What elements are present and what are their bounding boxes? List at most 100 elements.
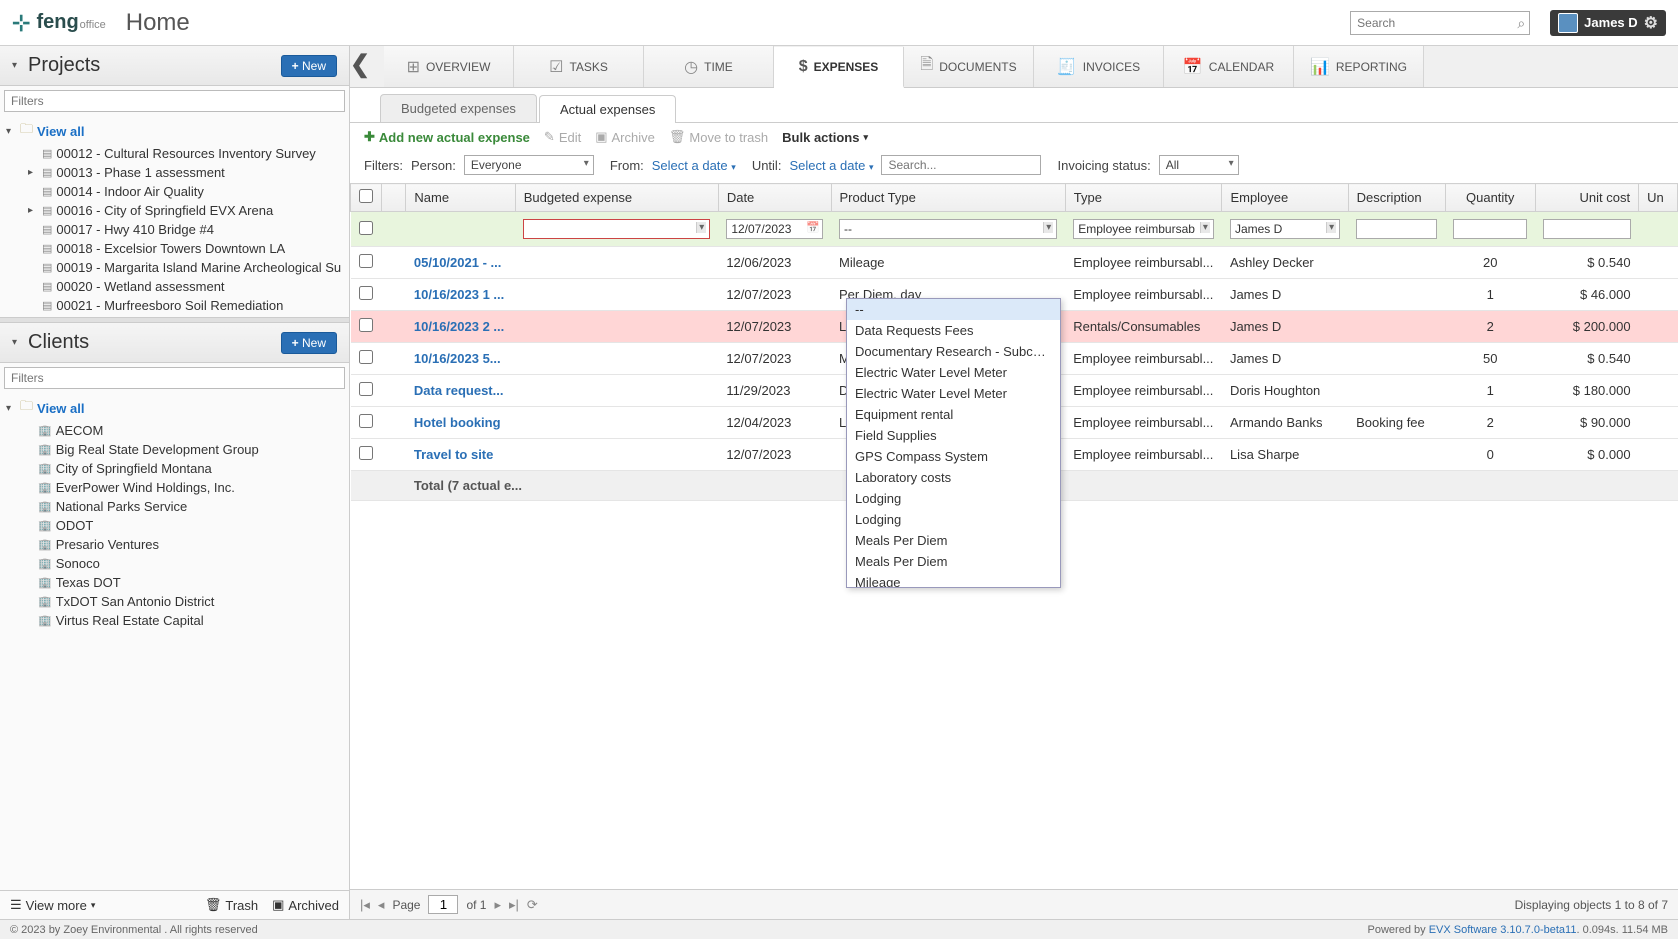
nav-tab-tasks[interactable]: ☑TASKS: [514, 46, 644, 87]
dropdown-option[interactable]: Field Supplies: [847, 425, 1060, 446]
person-combo[interactable]: Everyone: [464, 155, 594, 175]
dropdown-option[interactable]: Lodging: [847, 509, 1060, 530]
trash-button[interactable]: 🗑Trash: [205, 897, 258, 913]
column-header[interactable]: Name: [406, 184, 515, 212]
caret-icon[interactable]: ▾: [12, 60, 22, 71]
new-project-button[interactable]: New: [281, 55, 337, 77]
nav-tab-overview[interactable]: ⊞OVERVIEW: [384, 46, 514, 87]
dropdown-option[interactable]: Electric Water Level Meter: [847, 383, 1060, 404]
dropdown-option[interactable]: Documentary Research - Subcontract...: [847, 341, 1060, 362]
project-item[interactable]: ▤00014 - Indoor Air Quality: [0, 182, 349, 201]
project-item[interactable]: ▤00018 - Excelsior Towers Downtown LA: [0, 239, 349, 258]
prev-page-button[interactable]: ◂: [378, 897, 385, 913]
column-header[interactable]: [351, 184, 382, 212]
nav-tab-expenses[interactable]: $EXPENSES: [774, 47, 904, 88]
column-header[interactable]: [382, 184, 406, 212]
row-checkbox[interactable]: [359, 446, 373, 460]
add-expense-button[interactable]: ✚Add new actual expense: [364, 129, 530, 145]
logo[interactable]: ⊹ fengoffice: [12, 10, 106, 36]
product-type-combo[interactable]: --: [839, 219, 1057, 239]
project-item[interactable]: ▤00012 - Cultural Resources Inventory Su…: [0, 144, 349, 163]
archive-button[interactable]: ▣Archive: [595, 129, 655, 145]
employee-combo[interactable]: James D: [1230, 219, 1340, 239]
nav-tab-documents[interactable]: 🗎DOCUMENTS: [904, 46, 1034, 87]
next-page-button[interactable]: ▸: [494, 897, 501, 913]
collapse-sidebar-icon[interactable]: ❮: [350, 50, 370, 79]
row-checkbox[interactable]: [359, 254, 373, 268]
project-item[interactable]: ▤00017 - Hwy 410 Bridge #4: [0, 220, 349, 239]
client-item[interactable]: 🏢National Parks Service: [0, 497, 349, 516]
project-item[interactable]: ▸▤00013 - Phase 1 assessment: [0, 163, 349, 182]
type-combo[interactable]: Employee reimbursab: [1073, 219, 1214, 239]
archived-button[interactable]: ▣Archived: [272, 897, 339, 913]
client-item[interactable]: 🏢AECOM: [0, 421, 349, 440]
until-date-picker[interactable]: Select a date ▾: [789, 158, 873, 173]
dropdown-option[interactable]: Lodging: [847, 488, 1060, 509]
description-input[interactable]: [1356, 219, 1437, 239]
view-more-button[interactable]: ☰View more▾: [10, 897, 95, 913]
project-item[interactable]: ▤00020 - Wetland assessment: [0, 277, 349, 296]
page-input[interactable]: [428, 895, 458, 914]
dropdown-option[interactable]: Equipment rental: [847, 404, 1060, 425]
sub-tab[interactable]: Actual expenses: [539, 95, 676, 123]
row-checkbox[interactable]: [359, 414, 373, 428]
gear-icon[interactable]: ⚙: [1644, 13, 1658, 33]
nav-tab-time[interactable]: ◷TIME: [644, 46, 774, 87]
search-input[interactable]: [1350, 11, 1530, 35]
view-all-projects[interactable]: ▾🗀View all: [0, 118, 349, 144]
dropdown-option[interactable]: --: [847, 299, 1060, 320]
first-page-button[interactable]: |◂: [360, 897, 370, 913]
dropdown-option[interactable]: GPS Compass System: [847, 446, 1060, 467]
grid-search-input[interactable]: [881, 155, 1041, 175]
column-header[interactable]: Budgeted expense: [515, 184, 718, 212]
from-date-picker[interactable]: Select a date ▾: [652, 158, 736, 173]
budgeted-expense-dropdown[interactable]: --Data Requests FeesDocumentary Research…: [846, 298, 1061, 588]
last-page-button[interactable]: ▸|: [509, 897, 519, 913]
row-checkbox[interactable]: [359, 350, 373, 364]
refresh-button[interactable]: ⟳: [527, 897, 538, 913]
dropdown-option[interactable]: Mileage: [847, 572, 1060, 588]
nav-tab-calendar[interactable]: 📅CALENDAR: [1164, 46, 1294, 87]
client-item[interactable]: 🏢City of Springfield Montana: [0, 459, 349, 478]
client-item[interactable]: 🏢EverPower Wind Holdings, Inc.: [0, 478, 349, 497]
view-all-clients[interactable]: ▾🗀View all: [0, 395, 349, 421]
column-header[interactable]: Date: [718, 184, 831, 212]
client-item[interactable]: 🏢Sonoco: [0, 554, 349, 573]
expense-name-link[interactable]: 10/16/2023 5...: [414, 351, 501, 366]
dropdown-option[interactable]: Electric Water Level Meter: [847, 362, 1060, 383]
expense-name-link[interactable]: Data request...: [414, 383, 504, 398]
dropdown-option[interactable]: Data Requests Fees: [847, 320, 1060, 341]
dropdown-option[interactable]: Laboratory costs: [847, 467, 1060, 488]
footer-link[interactable]: EVX Software 3.10.7.0-beta11: [1429, 924, 1577, 936]
caret-icon[interactable]: ▾: [12, 337, 22, 348]
row-checkbox[interactable]: [359, 382, 373, 396]
expense-name-link[interactable]: 05/10/2021 - ...: [414, 255, 501, 270]
client-item[interactable]: 🏢TxDOT San Antonio District: [0, 592, 349, 611]
dropdown-option[interactable]: Meals Per Diem: [847, 551, 1060, 572]
column-header[interactable]: Employee: [1222, 184, 1348, 212]
expense-name-link[interactable]: Travel to site: [414, 447, 493, 462]
row-checkbox[interactable]: [359, 318, 373, 332]
new-client-button[interactable]: New: [281, 332, 337, 354]
quantity-input[interactable]: [1453, 219, 1527, 239]
table-row[interactable]: 05/10/2021 - ...12/06/2023MileageEmploye…: [351, 247, 1678, 279]
expense-name-link[interactable]: Hotel booking: [414, 415, 501, 430]
column-header[interactable]: Product Type: [831, 184, 1065, 212]
unit-cost-input[interactable]: [1543, 219, 1631, 239]
invoicing-combo[interactable]: All: [1159, 155, 1239, 175]
row-checkbox[interactable]: [359, 286, 373, 300]
client-item[interactable]: 🏢Big Real State Development Group: [0, 440, 349, 459]
bulk-actions-button[interactable]: Bulk actions ▾: [782, 130, 868, 145]
project-item[interactable]: ▤00021 - Murfreesboro Soil Remediation: [0, 296, 349, 315]
dropdown-option[interactable]: Meals Per Diem: [847, 530, 1060, 551]
column-header[interactable]: Description: [1348, 184, 1445, 212]
client-item[interactable]: 🏢ODOT: [0, 516, 349, 535]
date-input[interactable]: 12/07/2023: [726, 219, 823, 239]
client-item[interactable]: 🏢Presario Ventures: [0, 535, 349, 554]
client-item[interactable]: 🏢Virtus Real Estate Capital: [0, 611, 349, 630]
column-header[interactable]: Un: [1639, 184, 1678, 212]
user-menu[interactable]: James D ⚙: [1550, 10, 1666, 36]
nav-tab-invoices[interactable]: 🧾INVOICES: [1034, 46, 1164, 87]
expense-name-link[interactable]: 10/16/2023 2 ...: [414, 319, 504, 334]
move-trash-button[interactable]: 🗑Move to trash: [669, 129, 768, 145]
